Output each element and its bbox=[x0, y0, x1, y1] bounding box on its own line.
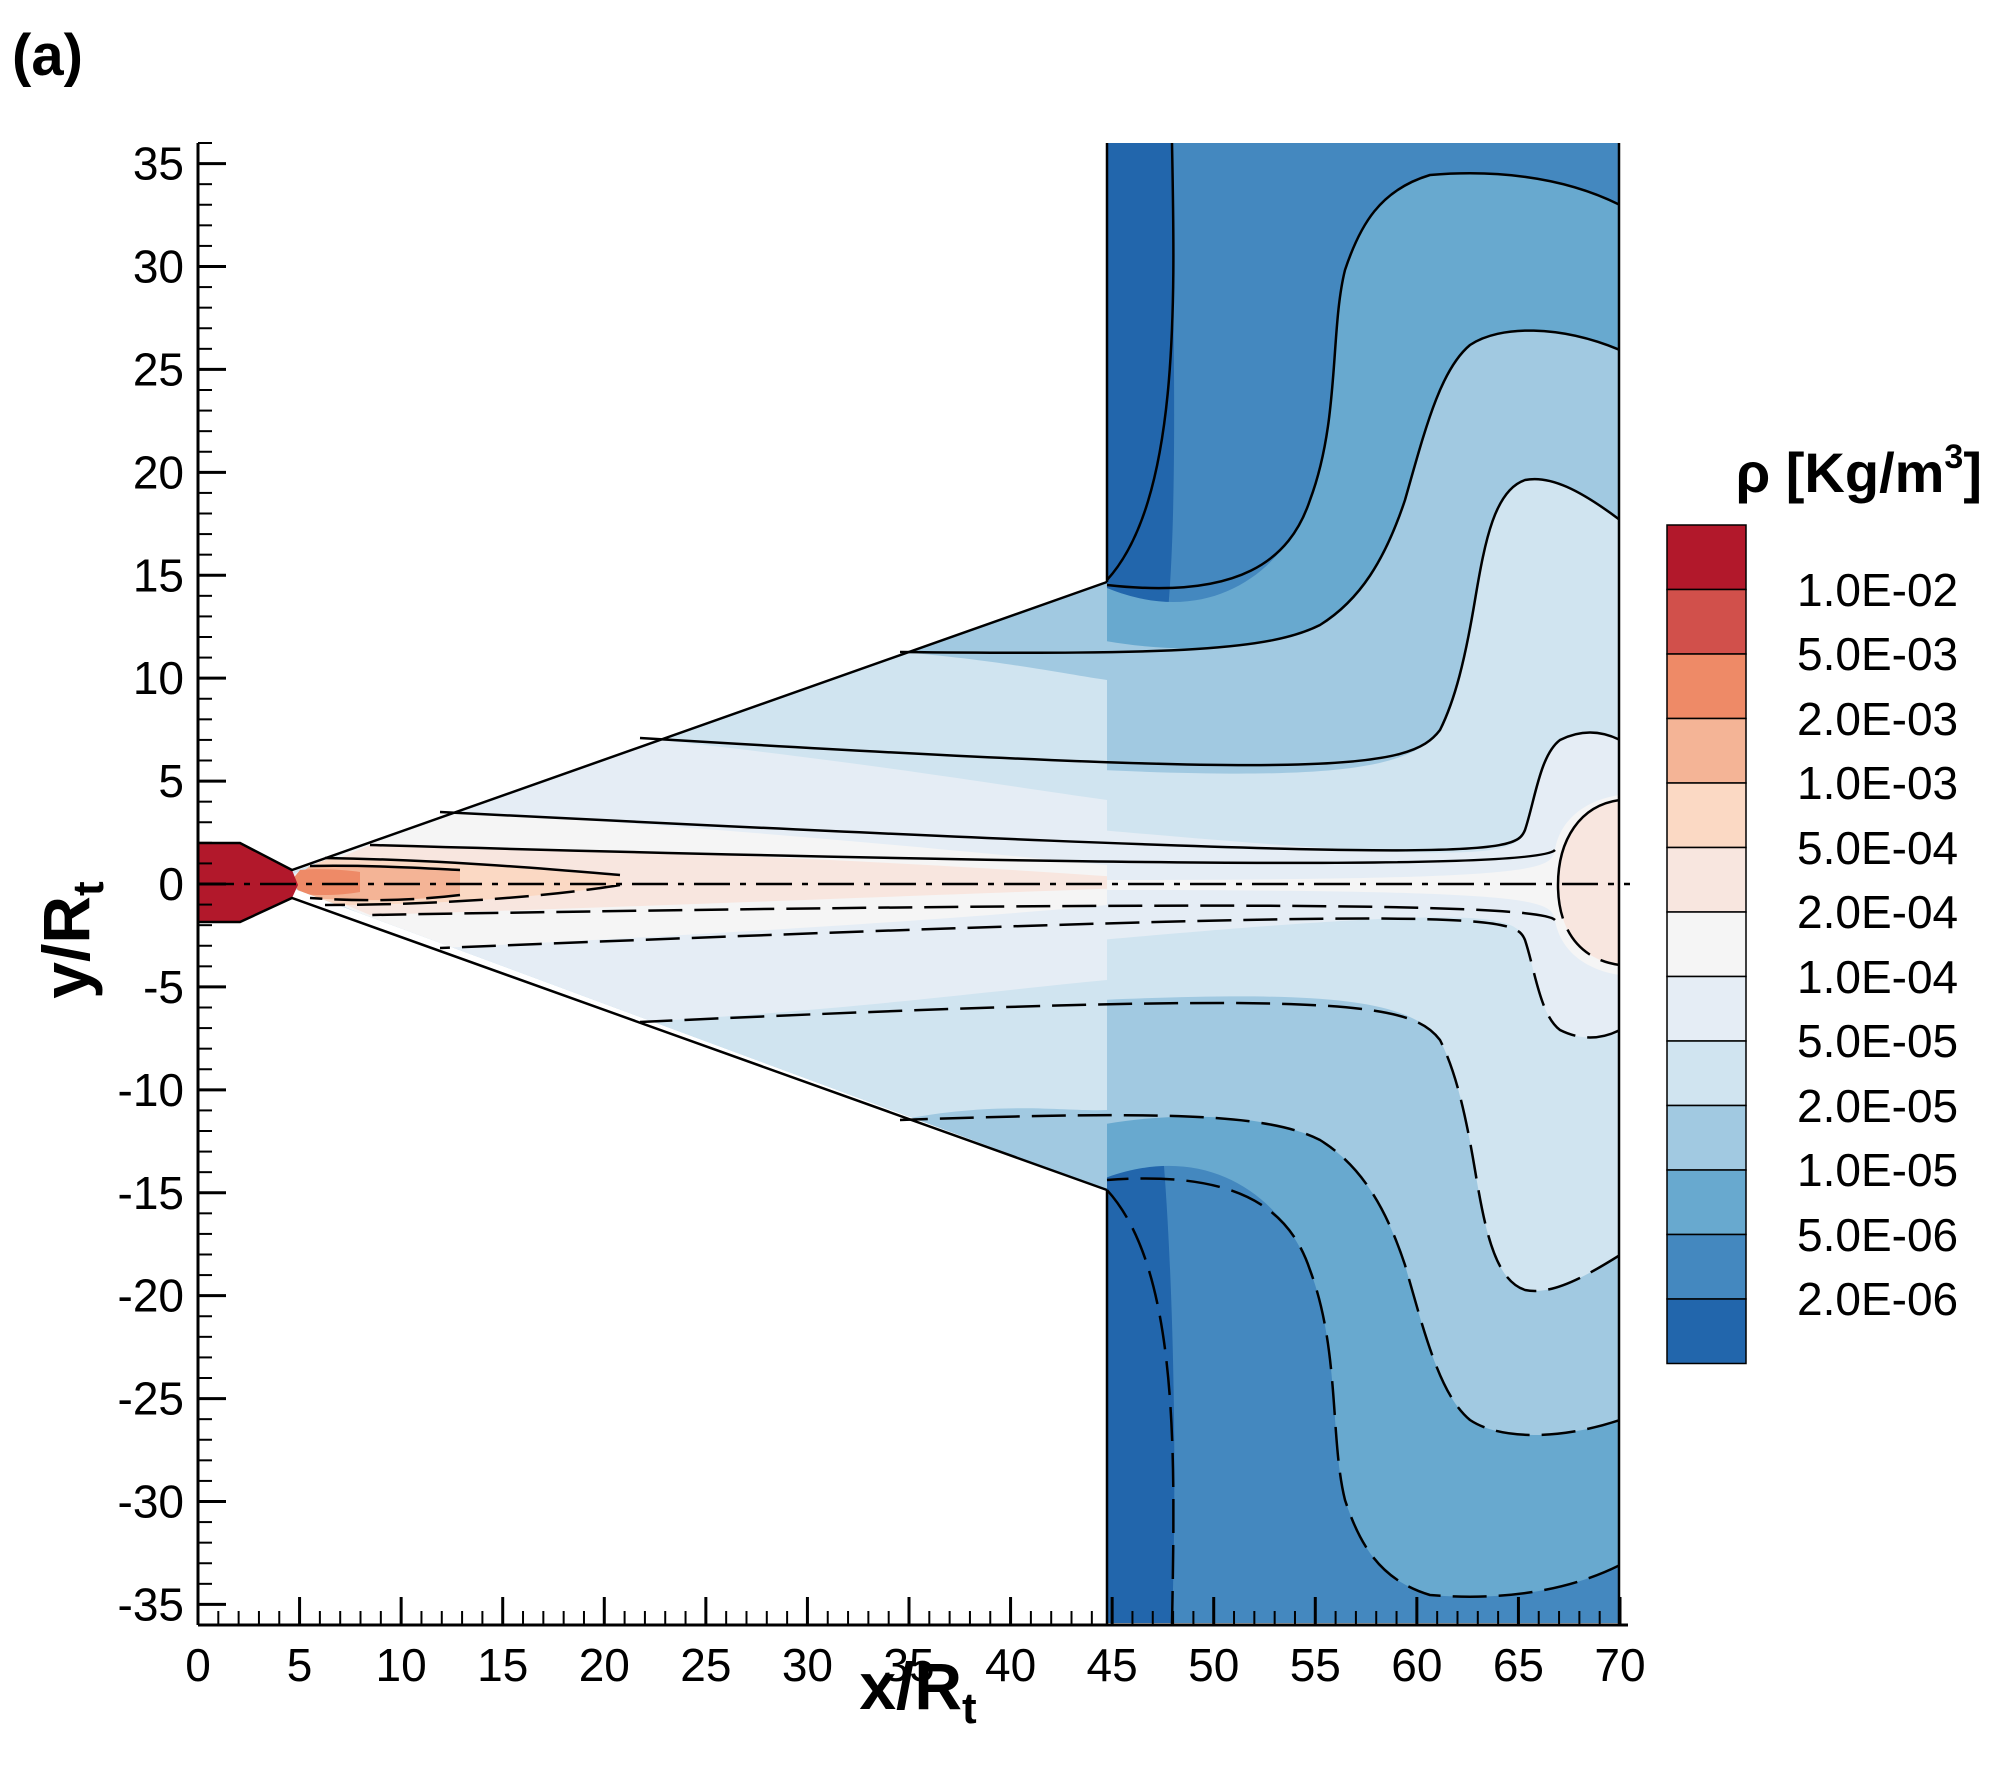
cone-upper-edge bbox=[199, 580, 1108, 872]
colorbar-level-label: 1.0E-05 bbox=[1797, 1144, 1959, 1196]
x-tick-label: 45 bbox=[1087, 1639, 1138, 1691]
colorbar-level-label: 2.0E-03 bbox=[1797, 692, 1959, 745]
colorbar-swatch-3 bbox=[1666, 717, 1747, 784]
x-tick-label: 5 bbox=[287, 1639, 313, 1691]
upper-contour-1 bbox=[1106, 172, 1619, 590]
x-tick-label: 50 bbox=[1188, 1639, 1239, 1691]
x-tick-label: 55 bbox=[1290, 1639, 1341, 1691]
upper-contour-5 bbox=[1556, 798, 1619, 885]
y-tick-label: 10 bbox=[133, 652, 184, 704]
colorbar-level-label: 2.0E-04 bbox=[1797, 886, 1959, 938]
colorbar-level-label: 5.0E-05 bbox=[1797, 1015, 1959, 1067]
upper-contour-8 bbox=[309, 864, 461, 872]
lower-contour-8 bbox=[309, 893, 461, 902]
x-tick-label: 15 bbox=[477, 1639, 528, 1691]
upper-contour-0 bbox=[1106, 143, 1175, 581]
colorbar-level-label: 2.0E-06 bbox=[1797, 1273, 1959, 1325]
colorbar-title: ρ [Kg/m3] bbox=[1735, 438, 1982, 504]
colorbar-level-label: 1.0E-04 bbox=[1797, 950, 1959, 1003]
y-tick-label: -20 bbox=[118, 1270, 184, 1322]
y-tick-label: 15 bbox=[133, 549, 184, 601]
y-tick-label: -15 bbox=[118, 1167, 184, 1219]
y-axis-title: y/Rt bbox=[29, 881, 113, 999]
upper-contours bbox=[309, 143, 1619, 885]
y-tick-label: 5 bbox=[158, 755, 184, 807]
colorbar-swatch-10 bbox=[1666, 1169, 1747, 1236]
colorbar-level-label: 1.0E-02 bbox=[1797, 563, 1959, 616]
y-tick-label: -35 bbox=[118, 1578, 184, 1630]
colorbar-swatch-2 bbox=[1666, 653, 1747, 720]
x-tick-label: 0 bbox=[185, 1639, 211, 1691]
lower-contour-5 bbox=[1556, 885, 1619, 967]
lower-contour-3 bbox=[639, 1001, 1619, 1293]
colorbar-level-label: 1.0E-03 bbox=[1797, 757, 1959, 809]
colorbar-swatch-5 bbox=[1666, 846, 1747, 913]
upper-contour-4 bbox=[439, 731, 1619, 852]
colorbar-swatch-8 bbox=[1666, 1040, 1747, 1107]
lower-contours bbox=[309, 885, 1619, 1625]
cone-lower-edge bbox=[199, 896, 1108, 1192]
upper-contour-3 bbox=[639, 477, 1619, 767]
colorbar-level-label: 5.0E-04 bbox=[1797, 821, 1959, 874]
y-tick-label: -25 bbox=[118, 1373, 184, 1425]
y-tick-label: 35 bbox=[133, 138, 184, 190]
colorbar bbox=[1666, 524, 1747, 1365]
colorbar-swatch-7 bbox=[1666, 975, 1747, 1042]
colorbar-swatch-11 bbox=[1666, 1233, 1747, 1300]
x-tick-label: 10 bbox=[376, 1639, 427, 1691]
lower-contour-7 bbox=[324, 885, 621, 907]
colorbar-swatch-12 bbox=[1666, 1298, 1747, 1365]
y-tick-label: 30 bbox=[133, 241, 184, 293]
y-tick-label: 20 bbox=[133, 446, 184, 498]
colorbar-swatch-4 bbox=[1666, 782, 1747, 849]
contour-lines bbox=[198, 143, 1630, 1625]
cone-region bbox=[292, 582, 1107, 1190]
x-tick-label: 60 bbox=[1391, 1639, 1442, 1691]
colorbar-level-label: 2.0E-05 bbox=[1797, 1079, 1959, 1132]
lower-contour-0 bbox=[1106, 1189, 1175, 1625]
y-tick-label: -5 bbox=[143, 961, 184, 1013]
x-tick-label: 40 bbox=[985, 1639, 1036, 1691]
colorbar-swatch-1 bbox=[1666, 588, 1747, 655]
lower-contour-1 bbox=[1106, 1177, 1619, 1598]
x-axis-title: x/Rt bbox=[859, 1649, 977, 1733]
upper-contour-6 bbox=[369, 843, 1556, 865]
y-tick-label: 25 bbox=[133, 343, 184, 395]
x-tick-label: 35 bbox=[883, 1639, 934, 1691]
x-tick-label: 25 bbox=[680, 1639, 731, 1691]
upper-contour-2 bbox=[899, 329, 1619, 655]
plume-band-5e-4 bbox=[1558, 800, 1619, 965]
lower-contour-4 bbox=[439, 917, 1619, 1039]
lower-contour-6 bbox=[369, 904, 1556, 921]
nozzle-region bbox=[199, 843, 298, 922]
x-tick-label: 30 bbox=[782, 1639, 833, 1691]
colorbar-level-label: 5.0E-06 bbox=[1797, 1208, 1959, 1261]
colorbar-swatch-9 bbox=[1666, 1104, 1747, 1171]
y-tick-label: -30 bbox=[118, 1476, 184, 1528]
panel-label: (a) bbox=[12, 23, 83, 88]
y-tick-label: -10 bbox=[118, 1064, 184, 1116]
x-tick-label: 70 bbox=[1594, 1639, 1645, 1691]
colorbar-swatch-6 bbox=[1666, 911, 1747, 978]
lower-contour-2 bbox=[899, 1113, 1619, 1437]
y-tick-label: 0 bbox=[158, 858, 184, 910]
cone-band-5e-3 bbox=[292, 869, 360, 896]
colorbar-level-label: 5.0E-03 bbox=[1797, 628, 1959, 680]
x-tick-label: 65 bbox=[1493, 1639, 1544, 1691]
colorbar-swatch-0 bbox=[1666, 524, 1747, 591]
x-tick-label: 20 bbox=[579, 1639, 630, 1691]
upper-contour-7 bbox=[324, 856, 621, 877]
